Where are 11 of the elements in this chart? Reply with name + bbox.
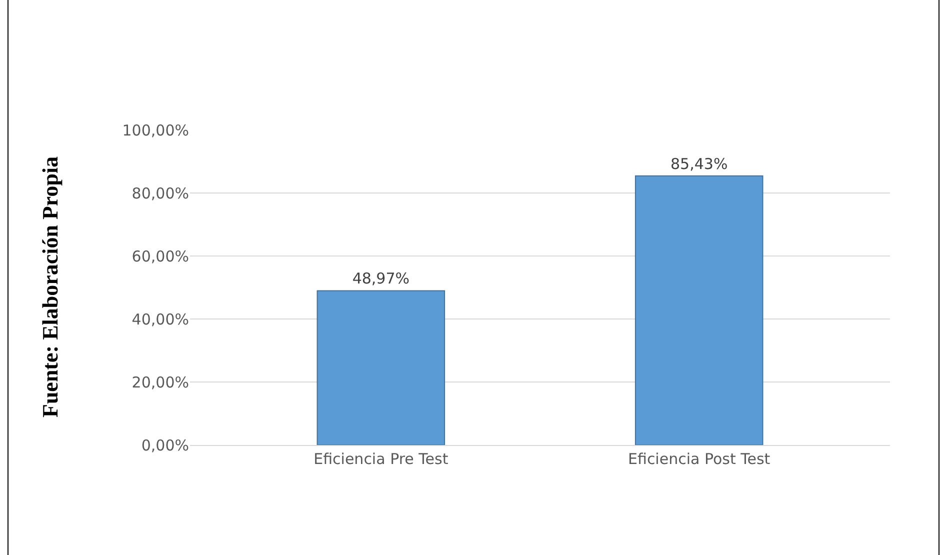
data-label: 48,97%: [352, 270, 410, 288]
y-tick-label: 20,00%: [132, 373, 189, 392]
y-tick-label: 40,00%: [132, 310, 189, 328]
x-tick-label: Eficiencia Post Test: [628, 450, 770, 468]
y-tick-label: 0,00%: [141, 436, 189, 454]
y-tick-label: 80,00%: [132, 184, 189, 202]
y-tick-label: 60,00%: [132, 247, 189, 266]
x-tick-label: Eficiencia Pre Test: [314, 450, 448, 468]
y-tick-label: 100,00%: [122, 121, 189, 140]
data-label: 85,43%: [670, 154, 728, 173]
source-note: Fuente: Elaboración Propia: [38, 156, 62, 418]
